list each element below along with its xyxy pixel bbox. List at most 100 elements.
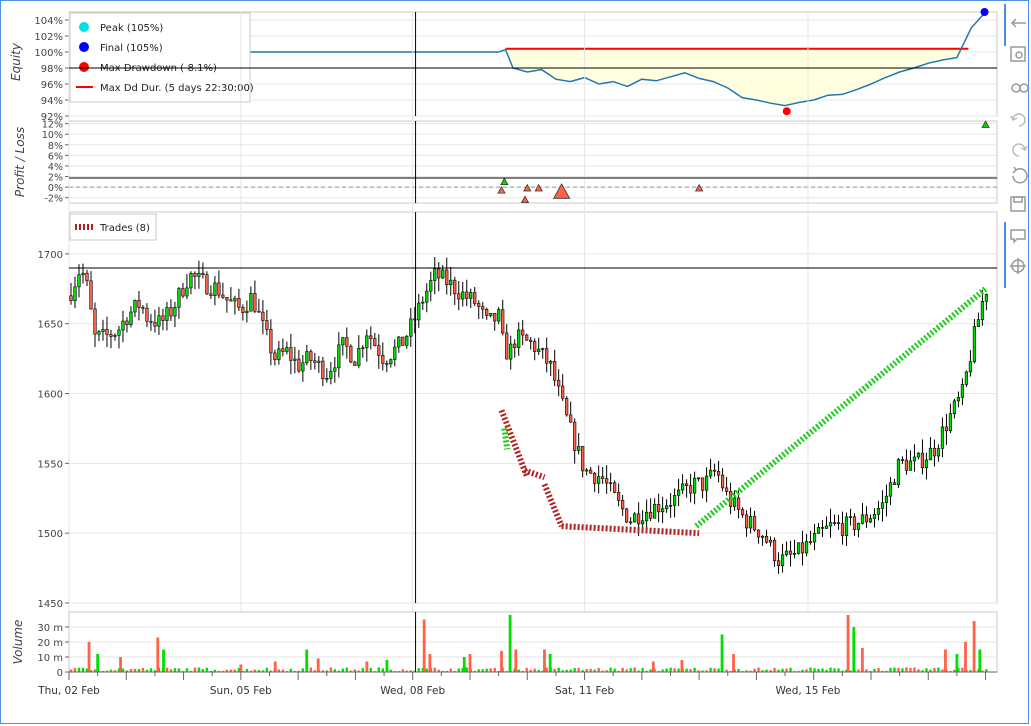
volume-bar [629,668,632,672]
pan-icon[interactable] [1010,18,1026,28]
candle-body [405,335,409,346]
candle-body [673,495,677,506]
volume-bar [433,667,436,672]
volume-bar [753,668,756,672]
candle-body [433,268,437,281]
undo-icon[interactable] [1010,113,1026,127]
volume-bar [341,668,345,672]
save-icon[interactable] [1010,196,1026,212]
volume-bar [953,669,956,672]
y-tick-label: 100% [34,48,63,59]
candle-body [589,469,593,474]
candle-body [677,489,681,496]
volume-bar [249,670,253,672]
wheel-zoom-icon[interactable] [1011,83,1029,93]
volume-bar [477,669,480,672]
volume-spike [273,661,277,672]
volume-bar [857,669,860,672]
volume-bar [937,667,940,672]
box-zoom-icon[interactable] [1010,46,1026,62]
candle-body [201,272,205,276]
candle-body [233,297,237,302]
candle-body [984,294,989,302]
candle-body [972,326,977,363]
candle-body [149,320,153,323]
candle-body [521,329,525,336]
candle-body [669,505,673,507]
volume-bar [641,667,644,672]
candle-body [768,539,773,543]
volume-bar [665,668,668,672]
volume-bar [473,670,476,672]
candle-body [549,360,553,364]
candle-body [313,360,317,363]
volume-spike [964,642,967,672]
candle-body [161,315,165,321]
candle-body [860,514,865,524]
candle-body [776,560,781,567]
candle-body [980,301,985,320]
volume-bar [865,669,868,672]
candle-body [297,358,301,372]
volume-bar [69,669,73,672]
volume-spike [385,660,389,672]
candle-body [213,282,217,296]
y-tick-label: 98% [41,64,63,75]
candle-body [109,334,113,337]
reset-icon[interactable] [1012,166,1028,184]
volume-bar [357,670,361,672]
volume-bar [369,667,373,672]
volume-bar [849,670,852,672]
candle-body [712,469,717,472]
max-drawdown-marker [782,107,791,116]
volume-bar [113,670,117,672]
candle-body [581,446,585,472]
candle-body [704,475,709,491]
candle-body [637,513,641,525]
candle-body [333,367,337,372]
equity-y-label: Equity [9,42,23,81]
pl-markers [497,120,990,204]
volume-bar [565,669,568,672]
volume-bar [109,669,113,672]
volume-spike [860,648,864,672]
candle-body [373,338,377,346]
redo-icon[interactable] [1012,143,1028,157]
volume-bars [69,615,988,672]
candle-body [912,456,917,462]
volume-bar [165,667,169,672]
volume-bar [657,670,660,672]
candle-body [812,533,817,543]
volume-bar [765,669,768,672]
candle-body [597,476,601,484]
candle-body [493,313,497,322]
volume-bar [137,669,141,672]
volume-bar [377,667,381,672]
candle-body [501,309,505,334]
candle-body [908,460,913,471]
volume-bar [717,668,720,672]
volume-bar [117,668,121,672]
volume-spike [422,619,426,672]
volume-bar [645,670,648,672]
candle-body [249,293,253,312]
candle-body [613,482,617,493]
volume-bar [133,668,137,672]
crosshair-icon[interactable] [1010,258,1026,274]
volume-bar [821,668,824,672]
candle-body [824,525,829,529]
volume-bar [877,667,880,672]
volume-bar [569,669,572,672]
candle-body [309,351,313,361]
candle-body [513,343,517,348]
volume-bar [417,668,420,672]
candle-body [497,309,501,322]
volume-bar [437,669,440,672]
volume-bar [581,670,584,672]
volume-bar [693,667,696,672]
volume-bar [289,668,293,672]
candle-body [129,311,133,325]
volume-bar [757,667,760,672]
trade-marker [534,183,543,192]
hover-icon[interactable] [1010,229,1026,244]
